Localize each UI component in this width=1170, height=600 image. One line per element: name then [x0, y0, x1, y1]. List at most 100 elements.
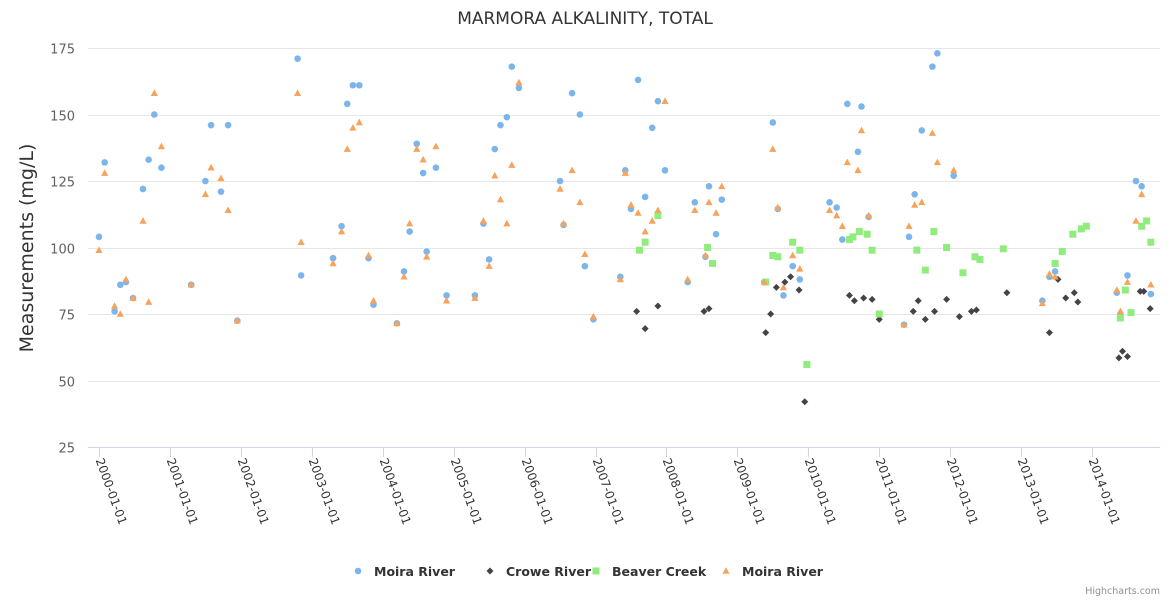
x-tick-label: 2005-01-01 — [448, 456, 485, 526]
data-point — [654, 212, 662, 220]
data-point — [911, 201, 919, 208]
data-point — [1124, 272, 1131, 279]
data-point — [413, 145, 421, 152]
data-point — [621, 169, 629, 176]
data-point — [479, 217, 488, 224]
data-point — [769, 251, 777, 259]
data-point — [568, 89, 576, 97]
legend-item[interactable]: Beaver Creek — [592, 564, 707, 579]
data-point — [217, 188, 225, 195]
data-point — [705, 198, 713, 206]
data-point — [202, 177, 209, 185]
data-point — [789, 251, 797, 259]
data-point — [704, 244, 712, 251]
data-point — [485, 262, 493, 269]
data-point — [503, 219, 511, 227]
data-point — [999, 245, 1007, 253]
data-point — [101, 169, 109, 176]
data-point — [338, 222, 345, 230]
credits-link[interactable]: Highcharts.com — [1085, 586, 1160, 597]
data-point — [641, 193, 649, 201]
data-point — [355, 118, 363, 126]
data-point — [419, 155, 427, 163]
data-point — [909, 307, 917, 315]
x-tick-label: 2001-01-01 — [164, 456, 201, 526]
y-tick-label: 175 — [50, 43, 75, 58]
data-point — [838, 222, 846, 230]
data-point — [627, 201, 635, 208]
data-point — [950, 172, 957, 179]
data-point — [329, 259, 337, 267]
data-point — [1147, 280, 1155, 288]
data-point — [796, 276, 804, 283]
data-point — [337, 227, 346, 235]
y-tick-label: 75 — [58, 309, 75, 324]
data-point — [833, 204, 840, 211]
data-point — [1138, 222, 1146, 230]
data-point — [423, 248, 430, 255]
legend-label: Moira River — [374, 564, 456, 579]
data-point — [860, 294, 868, 302]
data-point — [684, 275, 692, 283]
data-point — [787, 273, 795, 281]
data-point — [201, 190, 209, 198]
data-point — [1058, 247, 1066, 255]
data-point — [918, 198, 926, 206]
data-point — [634, 76, 642, 84]
data-point — [515, 84, 523, 92]
data-point — [718, 182, 726, 190]
data-point — [496, 195, 505, 203]
data-point — [1143, 217, 1151, 225]
legend-item[interactable]: Crowe River — [486, 564, 592, 579]
data-point — [95, 246, 103, 253]
data-point — [918, 127, 926, 134]
legend-label: Moira River — [742, 564, 824, 579]
series-moira-river-circle — [95, 50, 1155, 328]
data-point — [393, 319, 401, 327]
y-tick-label: 100 — [50, 243, 75, 258]
data-point — [1070, 289, 1078, 297]
data-point — [1136, 287, 1144, 295]
data-point — [503, 113, 511, 121]
data-point — [294, 89, 302, 97]
data-point — [151, 111, 158, 118]
data-point — [780, 292, 787, 299]
y-axis-title: Measurements (mg/L) — [16, 144, 38, 353]
data-points — [95, 50, 1155, 406]
data-point — [1038, 299, 1046, 307]
data-point — [661, 97, 669, 104]
data-point — [116, 281, 124, 289]
data-point — [858, 103, 865, 110]
data-point — [508, 63, 516, 70]
data-point — [413, 140, 421, 148]
legend-item[interactable]: Moira River — [722, 564, 824, 579]
data-point — [364, 251, 373, 259]
data-point — [329, 254, 337, 262]
data-point — [774, 203, 782, 211]
data-point — [762, 329, 770, 337]
legend-item[interactable]: Moira River — [354, 564, 456, 579]
data-point — [1069, 230, 1077, 238]
data-point — [515, 78, 523, 86]
data-point — [826, 198, 833, 206]
data-point — [864, 211, 873, 219]
data-point — [1116, 307, 1124, 315]
data-point — [843, 100, 851, 108]
data-point — [1138, 183, 1145, 190]
data-point — [406, 219, 414, 227]
data-point — [774, 253, 782, 261]
data-point — [1077, 225, 1085, 233]
data-point — [905, 233, 913, 241]
data-point — [661, 167, 669, 174]
data-point — [406, 228, 413, 235]
data-point — [1003, 289, 1011, 297]
data-point — [959, 269, 967, 277]
data-point — [343, 145, 351, 152]
data-point — [934, 50, 941, 57]
data-point — [150, 89, 158, 97]
y-tick-label: 150 — [50, 110, 75, 125]
data-point — [967, 307, 975, 315]
data-point — [767, 310, 775, 318]
data-point — [508, 161, 516, 168]
